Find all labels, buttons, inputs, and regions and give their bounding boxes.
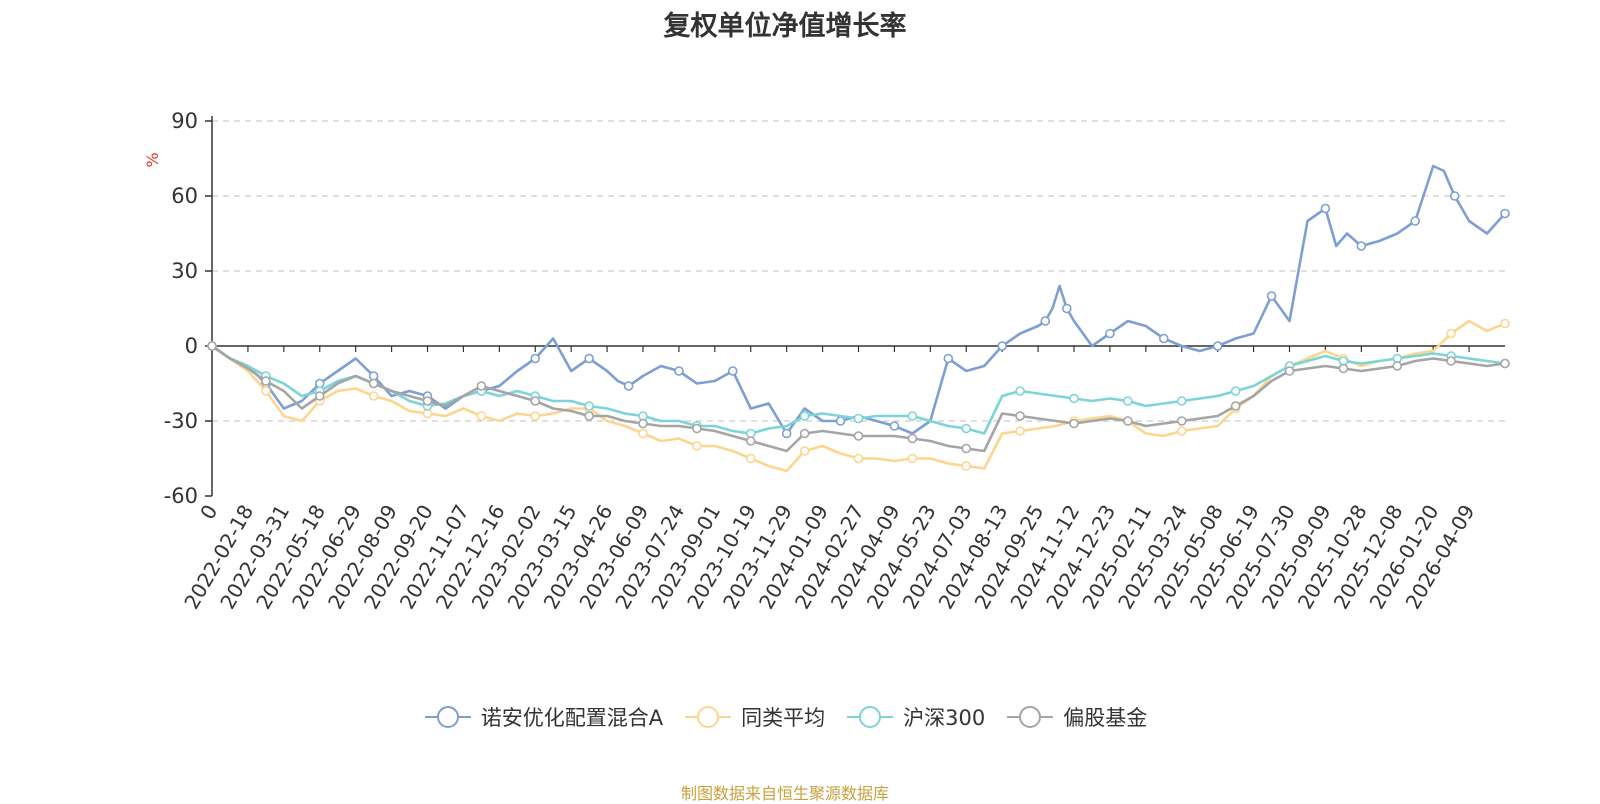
data-point [889,421,900,431]
data-point [799,411,810,421]
data-point [476,381,487,391]
series-lines [207,164,1510,473]
legend-marker-icon [1007,706,1054,728]
data-point [261,376,271,386]
legend-marker-icon [685,706,732,728]
data-point [1123,396,1133,406]
data-point [584,401,594,411]
data-point [745,436,756,446]
data-point [853,453,864,464]
y-tick-label: 90 [171,109,198,133]
legend: 诺安优化配置混合A 同类平均 沪深300 偏股基金 [0,702,1570,732]
data-point [1123,416,1133,426]
data-point [1040,316,1051,326]
data-point [638,428,648,439]
data-point [368,378,379,389]
data-point [623,381,634,391]
data-point [692,423,702,434]
data-point [1212,341,1223,351]
data-point [961,461,972,471]
y-tick-label: 60 [171,184,198,208]
legend-item-2[interactable]: 沪深300 [845,702,985,732]
legend-item-3[interactable]: 偏股基金 [1005,702,1147,732]
legend-label: 沪深300 [903,706,986,730]
y-tick-label: 0 [185,334,198,358]
x-tick-label: 0 [195,501,222,524]
legend-label: 同类平均 [741,706,826,730]
data-point [835,416,846,426]
data-point [1230,401,1241,411]
data-point [1320,203,1331,214]
data-point [1392,361,1403,371]
data-point [907,453,918,464]
data-point [314,391,325,401]
data-point [530,353,541,364]
data-point [853,413,864,424]
data-point [1449,191,1460,201]
data-point [1284,366,1295,376]
data-point [207,341,217,351]
data-point [692,441,702,451]
line-chart: -60-30030609002022-02-182022-03-312022-0… [143,109,1510,613]
data-point [943,353,954,364]
data-point [1015,411,1025,421]
legend-label: 诺安优化配置混合A [480,706,664,730]
data-point [1500,208,1510,219]
data-point [261,386,271,396]
data-point [1015,386,1025,396]
legend-item-0[interactable]: 诺安优化配置混合A [423,702,663,732]
data-point [1158,333,1169,344]
data-point [476,411,487,421]
series-line-0 [210,164,1507,435]
data-point [1176,416,1187,426]
data-point [584,411,594,421]
data-point [1410,216,1421,226]
data-point [961,443,972,454]
y-tick-label: -30 [164,409,198,433]
data-point [584,353,594,364]
data-point [961,423,972,434]
legend-marker-icon [847,706,894,728]
legend-label: 偏股基金 [1063,706,1148,730]
source-note: 制图数据来自恒生聚源数据库 [680,784,889,803]
data-point [907,411,918,421]
data-point [799,446,810,456]
data-point [674,366,684,376]
data-point [1446,356,1456,366]
data-point [727,366,738,376]
data-point [1356,241,1367,251]
data-point [1069,393,1079,404]
data-point [368,391,379,401]
y-axis-label: % [143,152,162,167]
data-point [997,341,1007,351]
grid-lines [212,120,1505,422]
data-point [1105,328,1115,339]
data-point [1338,363,1349,374]
data-point [1176,426,1187,436]
data-point [1500,358,1510,369]
data-point [1266,291,1277,301]
data-point [1176,396,1187,406]
legend-item-1[interactable]: 同类平均 [683,702,825,732]
data-point [1062,303,1072,314]
data-point [1500,318,1510,329]
chart-title: 复权单位净值增长率 [663,11,907,42]
data-point [530,396,541,406]
data-point [638,418,648,429]
data-point [745,453,756,464]
data-point [1069,418,1079,429]
data-point [422,396,433,406]
data-point [907,433,918,444]
data-point [799,428,810,439]
data-point [1446,328,1456,339]
data-point [530,411,541,421]
data-point [1015,426,1025,436]
legend-marker-icon [424,706,471,728]
data-point [853,431,864,441]
data-point [781,428,792,439]
data-point [1230,386,1241,396]
y-tick-label: 30 [171,259,198,283]
y-tick-label: -60 [164,484,198,508]
